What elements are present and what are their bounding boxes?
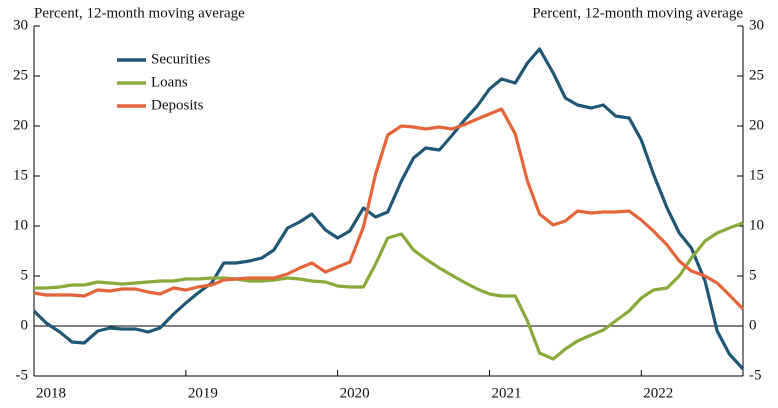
y-axis-label-left: Percent, 12-month moving average bbox=[34, 5, 245, 21]
series-line bbox=[33, 107, 745, 311]
y2-tick-label: 25 bbox=[749, 67, 764, 83]
y-tick-label: 5 bbox=[21, 267, 29, 283]
y-tick-label: 10 bbox=[13, 217, 28, 233]
series-line bbox=[32, 47, 745, 371]
y-tick-label: 0 bbox=[21, 317, 29, 333]
y-axis-label-right: Percent, 12-month moving average bbox=[532, 5, 743, 21]
x-tick-label: 2018 bbox=[36, 385, 66, 401]
y2-tick-label: 20 bbox=[749, 117, 764, 133]
y-tick-label: 15 bbox=[13, 167, 28, 183]
x-tick-label: 2020 bbox=[340, 385, 370, 401]
y2-tick-label: 10 bbox=[749, 217, 764, 233]
series-line bbox=[34, 221, 744, 361]
y-tick-label: 20 bbox=[13, 117, 28, 133]
x-tick-label: 2019 bbox=[188, 385, 218, 401]
legend-label: Loans bbox=[151, 74, 188, 90]
y-tick-label: 25 bbox=[13, 67, 28, 83]
y-tick-label: -5 bbox=[16, 367, 29, 383]
y2-tick-label: -5 bbox=[749, 367, 762, 383]
y2-tick-label: 5 bbox=[749, 267, 757, 283]
legend-label: Deposits bbox=[151, 97, 204, 113]
y-tick-label: 30 bbox=[13, 17, 28, 33]
y2-tick-label: 30 bbox=[749, 17, 764, 33]
x-tick-label: 2021 bbox=[491, 385, 521, 401]
y2-tick-label: 0 bbox=[749, 317, 757, 333]
x-tick-label: 2022 bbox=[643, 385, 673, 401]
y2-tick-label: 15 bbox=[749, 167, 764, 183]
legend-label: Securities bbox=[151, 51, 210, 67]
